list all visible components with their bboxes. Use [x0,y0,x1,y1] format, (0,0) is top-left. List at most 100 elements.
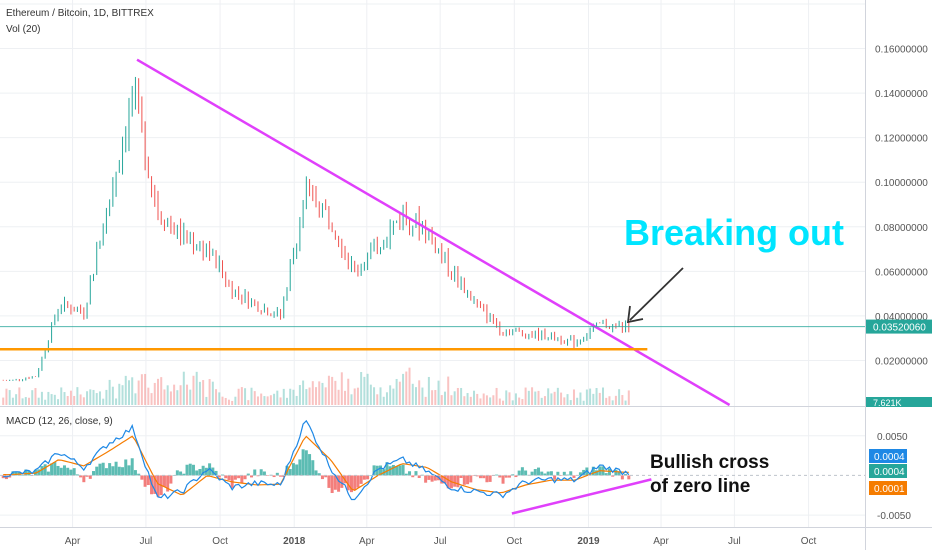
price-tick-label: 0.16000000 [875,45,928,56]
volume-bar [95,393,98,405]
volume-bar [205,396,208,405]
macd-hist-down [169,475,173,484]
descending-trendline[interactable] [136,58,731,407]
macd-hist-down [427,475,431,480]
volume-bar [86,391,89,405]
macd-hist-up [408,471,412,476]
macd-hist-down [446,475,450,489]
volume-bar [460,387,463,405]
volume-bar [137,380,140,405]
volume-bar [353,388,356,405]
volume-bar [502,400,505,405]
macd-hist-up [369,475,373,476]
drawing-overlays[interactable] [0,58,865,407]
volume-bar [576,397,579,405]
macd-hist-down [88,475,92,479]
current-price-value: 0.03520060 [873,323,926,334]
volume-bar [260,393,263,405]
volume-bar [356,387,359,405]
volume-bar [514,393,517,405]
price-tick-label: 0.14000000 [875,89,928,100]
macd-hist-up [40,466,44,476]
volume-bar [427,376,430,405]
volume-bar [534,391,537,405]
volume-bar [308,387,311,405]
bullish-cross-trendline[interactable] [511,478,652,515]
volume-bar [295,395,298,405]
volume-bar [285,397,288,405]
arrow-shaft[interactable] [629,267,684,321]
volume-bar [608,396,611,405]
time-tick-label: Apr [653,536,669,547]
volume-bar [8,390,11,405]
arrow-head[interactable] [626,305,644,324]
macd-hist-down [272,475,276,478]
volume-bar [102,398,105,405]
macd-hist-down [466,475,470,485]
volume-bar [5,388,8,405]
macd-hist-down [359,475,363,484]
axes: 0.16000000 0.14000000 0.12000000 0.10000000… [65,45,932,547]
macd-hist-down [82,475,86,483]
current-price-badge [866,319,932,334]
volume-bar [376,394,379,405]
macd-tick-label: -0.0050 [877,511,911,522]
macd-hist-down [140,475,144,480]
volume-bar [37,397,40,405]
volume-bar [218,392,221,405]
breaking-out-annotation[interactable]: Breaking out [624,212,845,253]
time-tick-label: 2018 [283,536,306,547]
volume-bar [282,388,285,405]
volume-bar [144,373,147,405]
volume-bar [57,399,60,405]
macd-hist-up [214,470,218,476]
macd-hist-down [417,475,421,479]
macd-hist-down [146,475,150,486]
volume-badge-value: 7.621K [873,398,902,408]
volume-bar [531,387,534,405]
macd-hist-up [95,466,99,476]
volume-bar [157,378,160,405]
macd-hist-down [482,475,486,479]
macd-signal-line[interactable] [3,435,629,496]
volume-bar [195,371,198,405]
macd-hist-down [507,475,511,478]
bullish-cross-annotation-line1[interactable]: Bullish cross [650,452,770,473]
volume-bar [434,390,437,405]
macd-pane[interactable] [0,419,865,515]
volume-bar [256,396,259,405]
volume-bar [440,395,443,405]
volume-bar [153,382,156,405]
macd-hist-down [424,475,428,483]
macd-hist-up [549,471,553,476]
macd-line[interactable] [3,419,630,501]
volume-bar [621,395,624,405]
macd-hist-up [388,466,392,476]
macd-hist-down [475,475,479,477]
macd-hist-up [391,464,395,476]
macd-value-badge [869,449,907,463]
volume-bar [169,391,172,405]
volume-bar [28,397,31,405]
volume-bar [134,393,137,405]
volume-bar [189,389,192,405]
volume-bar [424,396,427,405]
macd-hist-up [46,471,50,476]
time-tick-label: Apr [65,536,81,547]
volume-bar [508,392,511,405]
macd-hist-down [233,475,237,480]
macd-hist-up [108,463,112,476]
macd-hist-up [117,466,121,476]
macd-hist-up [298,459,302,476]
macd-hist-up [195,470,199,476]
macd-hist-up [546,471,550,476]
macd-hist-up [43,464,47,476]
price-candles[interactable] [2,76,630,382]
volume-bar [69,390,72,405]
bullish-cross-annotation-line2[interactable]: of zero line [650,476,751,497]
macd-hist-down [340,475,344,488]
macd-hist-up [624,474,628,476]
volume-bar [485,395,488,405]
macd-hist-up [317,473,321,476]
